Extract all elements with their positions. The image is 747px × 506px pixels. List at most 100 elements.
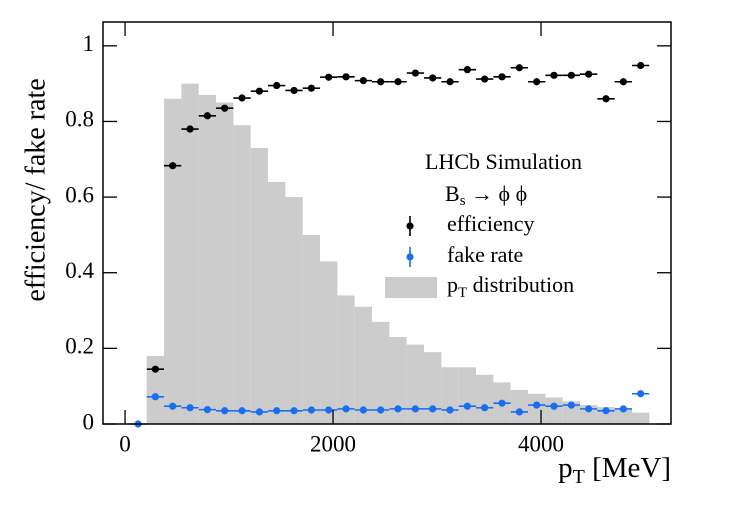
- legend-marker: [406, 222, 414, 230]
- data-point: [221, 407, 229, 415]
- legend-marker: [406, 253, 414, 261]
- data-point: [619, 405, 627, 413]
- data-point: [186, 404, 194, 412]
- histogram-bar: [320, 261, 338, 424]
- histogram-bar: [164, 98, 182, 424]
- decay-sub: s: [460, 193, 466, 209]
- y-tick-label: 0.8: [65, 107, 94, 132]
- histogram-bar: [337, 295, 355, 424]
- histogram-bar: [424, 352, 442, 424]
- data-point: [169, 402, 177, 410]
- data-point: [411, 69, 419, 77]
- histogram-bar: [146, 355, 165, 424]
- histogram-bar: [354, 306, 373, 424]
- decay-label: Bs → ϕ ϕ: [445, 181, 527, 209]
- annotation: LHCb Simulation: [425, 149, 582, 174]
- data-point: [567, 401, 575, 409]
- data-point: [307, 84, 315, 92]
- data-point: [151, 393, 160, 401]
- data-point: [498, 399, 506, 407]
- histogram-bar: [233, 125, 251, 425]
- histogram-bar: [406, 344, 425, 424]
- legend-label: pT distribution: [447, 272, 574, 301]
- data-point: [567, 71, 575, 79]
- x-tick-label: 4000: [518, 431, 564, 456]
- y-axis-label: efficiency/ fake rate: [20, 78, 51, 301]
- legend-main: p: [447, 272, 458, 297]
- histogram-bar: [198, 94, 217, 425]
- data-point: [585, 405, 593, 413]
- histogram-bar: [302, 234, 321, 424]
- legend-marker: [385, 277, 437, 298]
- data-point: [585, 70, 593, 78]
- data-point: [637, 390, 645, 398]
- legend-rest: distribution: [467, 272, 574, 297]
- plot-frame: [102, 21, 672, 425]
- data-point: [550, 402, 558, 410]
- histogram-bar: [372, 321, 390, 424]
- histogram-bar: [614, 408, 633, 424]
- data-point: [290, 407, 298, 415]
- data-point: [255, 87, 264, 95]
- data-point: [377, 406, 385, 414]
- data-point: [377, 78, 385, 86]
- histogram-bar: [510, 389, 529, 424]
- histogram-bar: [441, 367, 459, 424]
- data-point: [221, 104, 229, 112]
- data-point: [342, 405, 350, 413]
- data-point: [169, 162, 177, 170]
- data-point: [602, 95, 610, 103]
- data-point: [394, 78, 402, 86]
- y-tick-label: 0: [83, 409, 95, 434]
- data-point: [637, 61, 645, 70]
- data-point: [619, 78, 627, 86]
- data-point: [325, 73, 333, 81]
- histogram-bar: [632, 412, 650, 424]
- histogram-bar: [285, 197, 303, 424]
- y-tick-label: 1: [83, 31, 95, 56]
- data-point: [238, 407, 246, 415]
- data-point: [359, 77, 367, 85]
- legend-label: fake rate: [447, 242, 523, 267]
- x-label-main: p: [558, 452, 573, 484]
- x-label-sub: T: [573, 466, 585, 488]
- data-point: [429, 74, 437, 82]
- data-point: [290, 86, 298, 95]
- histogram-bar: [545, 397, 563, 424]
- x-axis-label: pT [MeV]: [558, 452, 671, 488]
- data-point: [255, 408, 264, 416]
- histogram-bar: [181, 83, 199, 425]
- data-point: [273, 81, 281, 90]
- data-point: [533, 401, 541, 409]
- data-point: [481, 75, 489, 83]
- histogram-bar: [476, 374, 494, 424]
- data-point: [151, 365, 160, 373]
- data-point: [446, 406, 454, 414]
- data-point: [273, 407, 281, 415]
- x-tick-label: 0: [119, 431, 131, 456]
- decay-main: B: [445, 181, 460, 206]
- data-point: [203, 112, 212, 120]
- histogram-bar: [216, 102, 234, 424]
- data-point: [203, 406, 212, 414]
- data-point: [325, 406, 333, 414]
- data-point: [463, 66, 471, 74]
- legend-sub: T: [458, 285, 467, 301]
- data-point: [533, 78, 541, 86]
- x-label-rest: [MeV]: [585, 452, 671, 484]
- histogram-bar: [389, 337, 407, 424]
- histogram-bar: [250, 147, 269, 425]
- histogram-bar: [562, 401, 581, 424]
- data-point: [515, 408, 523, 416]
- histogram-bar: [528, 393, 546, 424]
- data-point: [463, 402, 471, 410]
- data-point: [394, 405, 402, 413]
- data-point: [550, 71, 558, 79]
- data-point: [238, 94, 246, 102]
- y-tick-label: 0.2: [65, 334, 94, 359]
- data-point: [481, 404, 489, 412]
- data-point: [186, 125, 194, 133]
- data-point: [515, 64, 523, 72]
- histogram-bar: [268, 181, 286, 424]
